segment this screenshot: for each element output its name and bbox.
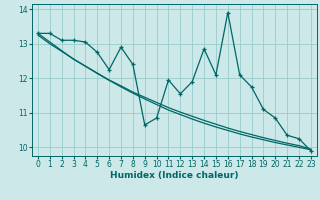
X-axis label: Humidex (Indice chaleur): Humidex (Indice chaleur) bbox=[110, 171, 239, 180]
